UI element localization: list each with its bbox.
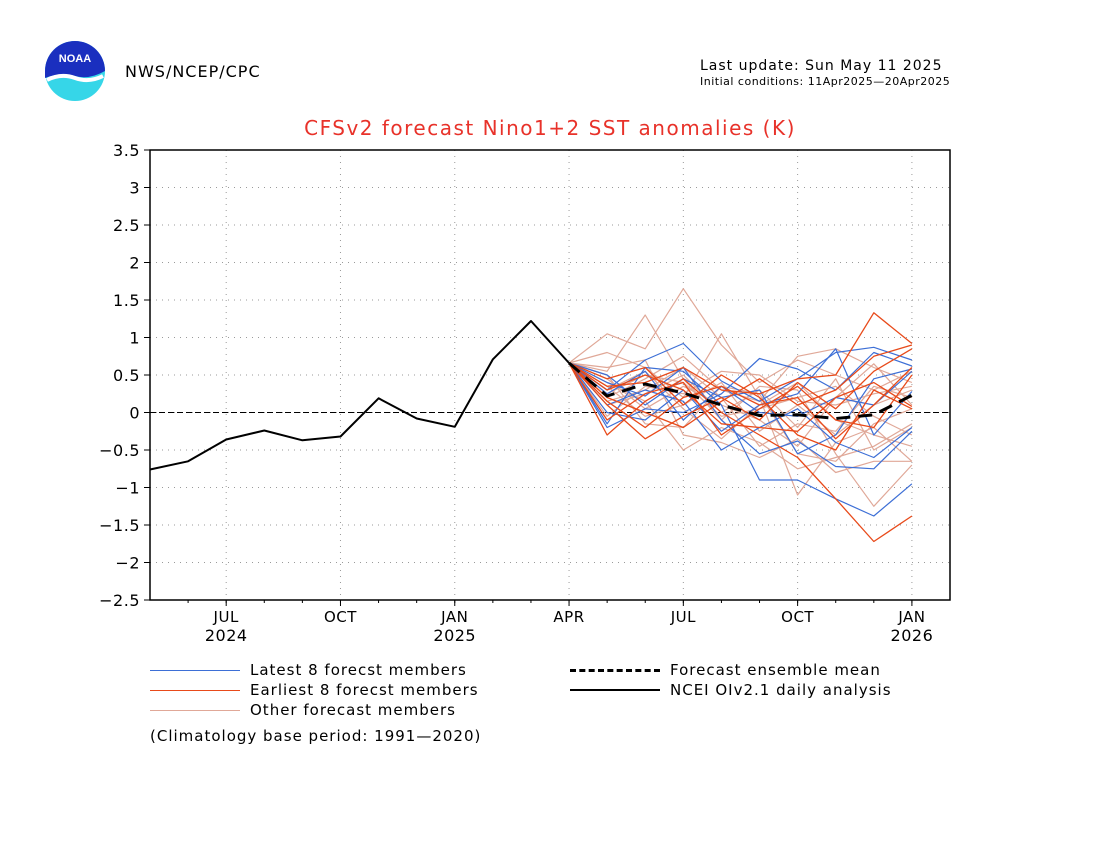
other-member-line: [568, 314, 913, 507]
earliest-member-line: [568, 362, 913, 440]
noaa-logo-text: NOAA: [59, 53, 91, 65]
x-tick-label: OCT: [781, 608, 814, 626]
y-tick-label: −1: [115, 479, 140, 498]
earliest-member-line: [568, 362, 913, 543]
earliest-member-line: [568, 362, 913, 451]
x-tick-label: JAN: [440, 608, 468, 626]
y-tick-label: 3.5: [113, 141, 140, 160]
y-tick-label: 2: [129, 254, 140, 273]
observed-line: [149, 320, 570, 471]
legend-swatch-other: [150, 710, 240, 711]
x-tick-label: JUL: [670, 608, 696, 626]
legend-swatch-observed: [570, 689, 660, 691]
y-tick-label: 1.5: [113, 291, 140, 310]
other-member-line: [568, 362, 913, 417]
legend-label-other: Other forecast members: [250, 701, 456, 719]
earliest-member-line: [568, 362, 913, 436]
legend-label-observed: NCEI OIv2.1 daily analysis: [670, 681, 892, 699]
y-tick-label: −1.5: [99, 516, 140, 535]
y-tick-label: −2: [115, 554, 140, 573]
earliest-member-line: [568, 312, 913, 395]
y-tick-label: −2.5: [99, 591, 140, 610]
y-tick-label: 3: [129, 179, 140, 198]
legend-label-earliest: Earliest 8 forecst members: [250, 681, 479, 699]
update-info: Last update: Sun May 11 2025 Initial con…: [700, 58, 950, 88]
x-tick-label: JAN: [897, 608, 925, 626]
legend-label-mean: Forecast ensemble mean: [670, 661, 881, 679]
y-tick-label: 0.5: [113, 366, 140, 385]
y-tick-label: 2.5: [113, 216, 140, 235]
y-tick-label: 1: [129, 329, 140, 348]
latest-member-line: [568, 348, 913, 436]
legend-swatch-latest: [150, 670, 240, 671]
plot-frame: [149, 149, 951, 601]
x-tick-year-label: 2026: [891, 626, 934, 645]
latest-member-line: [568, 362, 913, 459]
noaa-logo: NOAA: [43, 40, 107, 102]
agency-label: NWS/NCEP/CPC: [125, 62, 261, 81]
earliest-member-line: [568, 362, 913, 432]
y-tick-label: −0.5: [99, 441, 140, 460]
x-tick-label: JUL: [213, 608, 239, 626]
y-tick-label: 0: [129, 404, 140, 423]
x-tick-year-label: 2024: [205, 626, 248, 645]
x-tick-label: APR: [553, 608, 584, 626]
initial-conditions-text: Initial conditions: 11Apr2025—20Apr2025: [700, 75, 951, 88]
earliest-member-line: [568, 344, 913, 429]
x-tick-label: OCT: [324, 608, 357, 626]
x-tick-year-label: 2025: [433, 626, 476, 645]
latest-member-line: [568, 362, 913, 517]
climatology-footnote: (Climatology base period: 1991—2020): [150, 727, 482, 745]
other-member-line: [568, 362, 913, 470]
last-update-text: Last update: Sun May 11 2025: [700, 58, 943, 74]
other-member-line: [568, 288, 913, 391]
ensemble-mean-line: [568, 361, 913, 420]
other-member-line: [568, 359, 912, 474]
legend-swatch-mean: [570, 669, 660, 672]
chart-title: CFSv2 forecast Nino1+2 SST anomalies (K): [304, 116, 796, 140]
latest-member-line: [568, 342, 913, 402]
other-member-line: [568, 333, 913, 496]
legend-swatch-earliest: [150, 690, 240, 691]
legend-label-latest: Latest 8 forecst members: [250, 661, 467, 679]
